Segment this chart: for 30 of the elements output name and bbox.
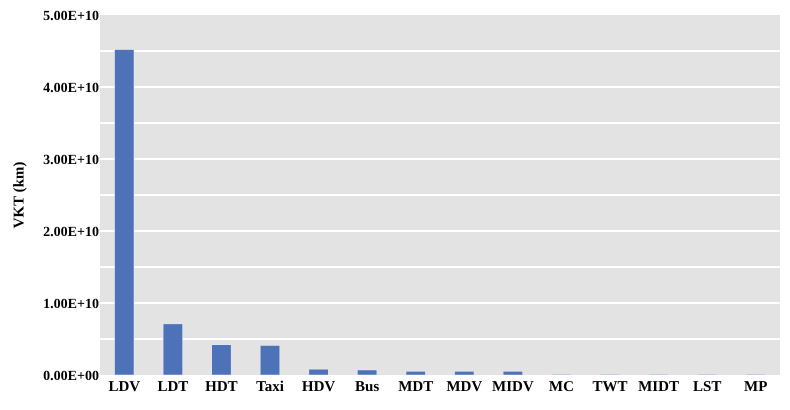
bar <box>162 324 183 375</box>
x-tick-label: MIDV <box>492 379 534 395</box>
y-tick-label: 2.00E+10 <box>43 224 99 240</box>
x-tick-label: MDV <box>446 379 482 395</box>
x-tick-label: Taxi <box>256 379 284 395</box>
x-tick-label: MDT <box>398 379 434 395</box>
bar <box>308 368 329 375</box>
y-tick-label: 3.00E+10 <box>43 152 99 168</box>
x-tick-label: Bus <box>355 379 380 395</box>
x-tick-label: HDT <box>205 379 238 395</box>
bar <box>260 345 280 375</box>
y-tick-label: 0.00E+00 <box>43 368 99 384</box>
bar <box>357 370 378 375</box>
x-tick-label: MIDT <box>638 379 679 395</box>
y-tick-label: 4.00E+10 <box>43 80 99 96</box>
x-tick-label: LDT <box>157 379 188 395</box>
x-tick-label: LST <box>692 379 722 395</box>
x-tick-label: LDV <box>108 379 140 395</box>
y-tick-label: 5.00E+10 <box>43 8 99 24</box>
x-tick-label: HDV <box>302 379 336 395</box>
x-tick-label: MC <box>548 379 574 395</box>
bar <box>454 371 474 375</box>
bar <box>114 49 134 375</box>
x-tick-label: MP <box>744 379 768 395</box>
bar <box>211 344 232 375</box>
y-axis-title: VKT (km) <box>11 162 28 228</box>
bar <box>502 371 523 375</box>
bar <box>406 371 426 375</box>
x-tick-label: TWT <box>592 379 628 395</box>
y-tick-label: 1.00E+10 <box>43 296 99 312</box>
